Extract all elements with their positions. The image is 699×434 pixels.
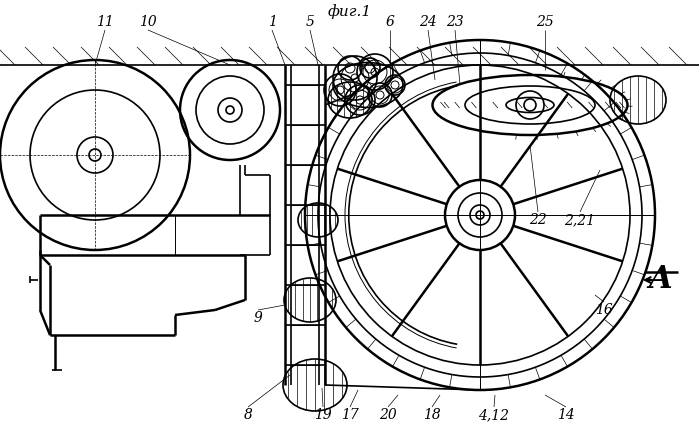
Text: 20: 20: [379, 408, 397, 422]
Text: 18: 18: [423, 408, 441, 422]
Text: 16: 16: [595, 303, 613, 317]
Text: 8: 8: [243, 408, 252, 422]
Text: 19: 19: [314, 408, 332, 422]
Text: 1: 1: [268, 15, 276, 29]
Text: 6: 6: [386, 15, 394, 29]
Text: 11: 11: [96, 15, 114, 29]
Text: 5: 5: [305, 15, 315, 29]
Text: 14: 14: [557, 408, 575, 422]
Text: 22: 22: [529, 213, 547, 227]
Text: 10: 10: [139, 15, 157, 29]
Text: 4,12: 4,12: [479, 408, 510, 422]
Text: 25: 25: [536, 15, 554, 29]
Text: 17: 17: [341, 408, 359, 422]
Text: 24: 24: [419, 15, 437, 29]
Text: 23: 23: [446, 15, 464, 29]
Text: фиг.1: фиг.1: [328, 5, 372, 20]
Text: 2,21: 2,21: [565, 213, 596, 227]
Text: A: A: [648, 264, 672, 296]
Text: 9: 9: [254, 311, 262, 325]
